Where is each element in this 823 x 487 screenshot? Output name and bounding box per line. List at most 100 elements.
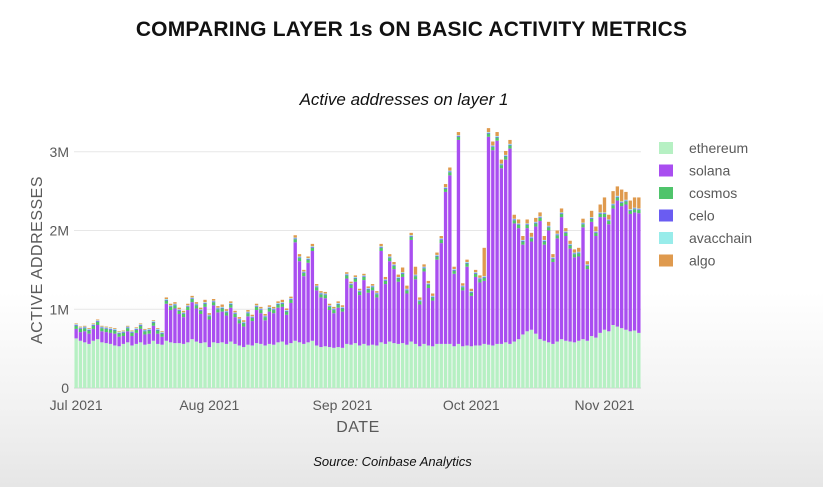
bar-avacchain — [173, 303, 177, 305]
bar-cosmos — [581, 224, 585, 228]
bar-ethereum — [336, 347, 340, 388]
bar-algo — [100, 325, 104, 327]
bar-algo — [138, 323, 143, 325]
bar-cosmos — [516, 224, 521, 229]
bar-ethereum — [366, 345, 370, 388]
bar-algo — [126, 325, 130, 327]
bar-stack — [280, 299, 284, 388]
bar-cosmos — [392, 265, 396, 270]
legend-item-ethereum[interactable]: ethereum — [659, 140, 748, 156]
bar-ethereum — [413, 343, 418, 388]
bar-avacchain — [542, 239, 547, 241]
bar-avacchain — [233, 312, 237, 314]
bar-cosmos — [259, 310, 263, 314]
bar-cosmos — [100, 328, 104, 332]
bar-avacchain — [538, 216, 542, 218]
bar-algo — [143, 328, 147, 330]
bar-ethereum — [482, 343, 486, 388]
x-tick-label: Jul 2021 — [50, 397, 103, 413]
bar-solana — [405, 293, 409, 345]
bar-celo — [607, 220, 611, 222]
bar-celo — [315, 286, 319, 288]
bar-cosmos — [216, 309, 220, 313]
bar-solana — [357, 295, 362, 346]
bar-ethereum — [220, 342, 224, 388]
legend-item-avacchain[interactable]: avacchain — [659, 230, 752, 246]
bar-ethereum — [379, 342, 383, 388]
bar-cosmos — [263, 317, 267, 321]
bar-algo — [534, 217, 538, 222]
bar-cosmos — [478, 279, 482, 283]
bar-avacchain — [345, 273, 349, 275]
bar-cosmos — [280, 303, 284, 307]
bar-algo — [598, 204, 602, 213]
bar-algo — [267, 305, 272, 307]
bar-avacchain — [624, 199, 628, 201]
bar-solana — [254, 310, 259, 344]
bar-cosmos — [628, 210, 632, 214]
bar-algo — [461, 283, 465, 286]
bar-ethereum — [108, 343, 113, 388]
bar-celo — [589, 217, 594, 219]
bar-solana — [388, 261, 392, 342]
bar-avacchain — [83, 326, 87, 328]
legend-item-cosmos[interactable]: cosmos — [659, 185, 737, 201]
bar-solana — [310, 250, 315, 341]
bar-algo — [418, 297, 422, 300]
bar-cosmos — [229, 304, 233, 308]
bar-cosmos — [568, 245, 572, 249]
bar-avacchain — [267, 306, 272, 308]
bar-solana — [624, 204, 628, 330]
bar-celo — [452, 269, 456, 271]
bar-stack — [310, 243, 315, 388]
bar-solana — [272, 313, 276, 345]
legend-item-celo[interactable]: celo — [659, 208, 715, 224]
bar-stack — [366, 286, 370, 388]
bar-cosmos — [181, 313, 186, 318]
bar-ethereum — [431, 346, 435, 388]
bar-ethereum — [199, 343, 203, 388]
bar-solana — [87, 333, 91, 344]
bar-cosmos — [418, 301, 422, 305]
bar-cosmos — [233, 313, 237, 318]
bar-stack — [637, 197, 641, 389]
bar-ethereum — [521, 334, 525, 388]
bar-solana — [615, 200, 620, 327]
bar-solana — [521, 244, 525, 335]
bar-algo — [512, 214, 516, 219]
bar-ethereum — [534, 333, 538, 388]
bar-celo — [431, 296, 435, 298]
bar-avacchain — [431, 295, 435, 297]
bar-ethereum — [388, 341, 392, 388]
bar-solana — [568, 248, 572, 342]
bar-solana — [306, 262, 310, 343]
legend-label: solana — [689, 163, 730, 179]
bar-algo — [233, 310, 237, 313]
bar-cosmos — [323, 295, 327, 299]
bar-avacchain — [439, 238, 443, 240]
bar-ethereum — [203, 342, 207, 388]
bar-stack — [357, 288, 362, 388]
bar-solana — [284, 314, 289, 345]
bar-solana — [555, 238, 559, 342]
legend-item-algo[interactable]: algo — [659, 253, 716, 269]
bar-algo — [546, 221, 551, 226]
bar-avacchain — [156, 328, 160, 330]
bar-cosmos — [491, 147, 495, 151]
bar-solana — [233, 317, 237, 344]
bar-celo — [87, 329, 91, 331]
bar-algo — [87, 328, 91, 329]
bar-algo — [611, 191, 615, 204]
bar-cosmos — [173, 305, 177, 309]
legend-item-solana[interactable]: solana — [659, 163, 730, 179]
bar-cosmos — [422, 268, 426, 272]
bar-ethereum — [409, 341, 413, 388]
bar-avacchain — [78, 327, 83, 329]
bar-solana — [186, 310, 190, 343]
bar-celo — [130, 332, 134, 333]
bar-celo — [439, 239, 443, 240]
bar-algo — [499, 159, 504, 164]
bar-celo — [233, 313, 237, 314]
bar-celo — [486, 132, 491, 134]
